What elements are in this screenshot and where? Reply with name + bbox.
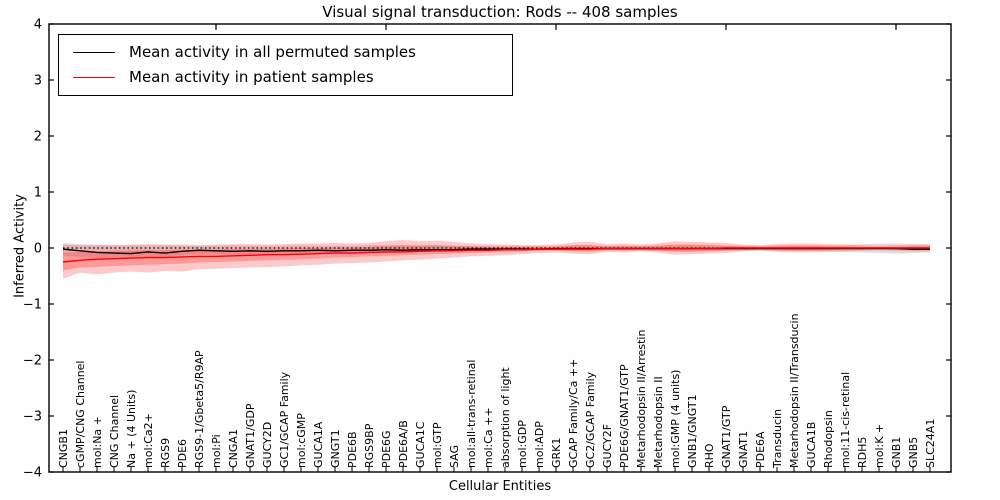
x-tick-label-33: GUCY2F [601, 424, 614, 468]
y-tick-label: 1 [34, 186, 42, 201]
x-tick-label-3: mol:Na + [91, 416, 104, 468]
legend-label-permuted: Mean activity in all permuted samples [129, 43, 416, 61]
x-tick-label-13: GUCY2D [261, 422, 274, 468]
x-tick-label-23: mol:GTP [431, 422, 444, 468]
x-tick-label-16: GUCA1A [312, 421, 325, 468]
x-tick-label-14: GC1/GCAP Family [278, 371, 291, 468]
red-line-swatch [73, 76, 115, 78]
x-tick-label-4: CNG Channel [108, 395, 121, 468]
x-tick-label-19: RGS9BP [363, 423, 376, 468]
y-tick-label: −3 [23, 410, 42, 425]
legend-item-patient: Mean activity in patient samples [69, 68, 502, 86]
x-tick-label-17: GNGT1 [329, 429, 342, 468]
patient-mean-line [62, 247, 930, 263]
x-tick-label-22: GUCA1C [414, 421, 427, 468]
x-tick-label-46: Rhodopsin [822, 410, 835, 468]
x-tick-label-42: PDE6A [754, 431, 767, 468]
x-tick-label-26: mol:Ca ++ [482, 407, 495, 468]
x-tick-label-8: PDE6 [176, 439, 189, 468]
x-tick-label-1: CNGB1 [57, 429, 70, 468]
x-tick-label-21: PDE6A/B [397, 420, 410, 468]
x-tick-label-5: Na + (4 Units) [125, 390, 138, 468]
x-tick-label-18: PDE6B [346, 431, 359, 468]
x-tick-label-6: mol:Ca2+ [142, 413, 155, 468]
x-tick-label-38: GNB1/GNGT1 [686, 394, 699, 468]
legend: Mean activity in all permuted samples Me… [58, 34, 513, 96]
x-tick-label-29: mol:ADP [533, 421, 546, 468]
x-tick-label-10: mol:Pi [210, 434, 223, 468]
x-tick-label-49: mol:K + [873, 424, 886, 468]
x-tick-label-20: PDE6G [380, 430, 393, 468]
x-tick-label-24: SAG [448, 445, 461, 468]
x-tick-label-27: absorption of light [499, 367, 512, 468]
y-tick-label: 0 [34, 242, 42, 257]
y-tick-label: 3 [34, 74, 42, 89]
x-tick-label-41: GNAT1 [737, 431, 750, 468]
x-tick-label-15: mol:cGMP [295, 413, 308, 468]
x-tick-label-34: PDE6G/GNAT1/GTP [618, 364, 631, 468]
x-tick-label-39: RHO [703, 443, 716, 468]
x-tick-label-35: Metarhodopsin II/Arrestin [635, 330, 648, 468]
x-tick-label-12: GNAT1/GDP [244, 403, 257, 468]
x-tick-label-31: GCAP Family/Ca ++ [567, 359, 580, 468]
x-tick-label-32: GC2/GCAP Family [584, 371, 597, 468]
x-tick-label-11: CNGA1 [227, 429, 240, 468]
x-tick-label-51: GNB5 [907, 437, 920, 468]
patient-range-outer-band [63, 240, 930, 279]
y-tick-label: 4 [34, 18, 42, 33]
x-tick-label-50: GNB1 [890, 437, 903, 468]
x-tick-label-28: mol:GDP [516, 420, 529, 468]
x-tick-label-48: RDH5 [856, 437, 869, 468]
x-tick-label-30: GRK1 [550, 438, 563, 468]
x-tick-label-43: Transducin [771, 409, 784, 469]
x-tick-label-9: RGS9-1/Gbeta5/R9AP [193, 350, 206, 468]
y-tick-label: −4 [23, 466, 42, 481]
x-tick-label-37: mol:GMP (4 units) [669, 370, 682, 468]
x-tick-label-44: Metarhodopsin II/Transducin [788, 313, 801, 468]
y-tick-label: −2 [23, 354, 42, 369]
x-tick-label-36: Metarhodopsin II [652, 376, 665, 468]
x-tick-label-47: mol:11-cis-retinal [839, 372, 852, 468]
x-tick-label-52: SLC24A1 [924, 419, 937, 468]
chart-title: Visual signal transduction: Rods -- 408 … [322, 3, 678, 21]
legend-label-patient: Mean activity in patient samples [129, 68, 374, 86]
x-tick-label-7: RGS9 [159, 438, 172, 468]
legend-item-permuted: Mean activity in all permuted samples [69, 43, 502, 61]
y-tick-label: −1 [23, 298, 42, 313]
black-line-swatch [73, 51, 115, 53]
x-tick-label-2: cGMP/CNG Channel [74, 361, 87, 469]
y-tick-label: 2 [34, 130, 42, 145]
x-tick-label-45: GUCA1B [805, 422, 818, 468]
x-tick-label-40: GNAT1/GTP [720, 405, 733, 468]
x-axis-label: Cellular Entities [448, 479, 552, 494]
x-tick-label-25: mol:all-trans-retinal [465, 360, 478, 468]
